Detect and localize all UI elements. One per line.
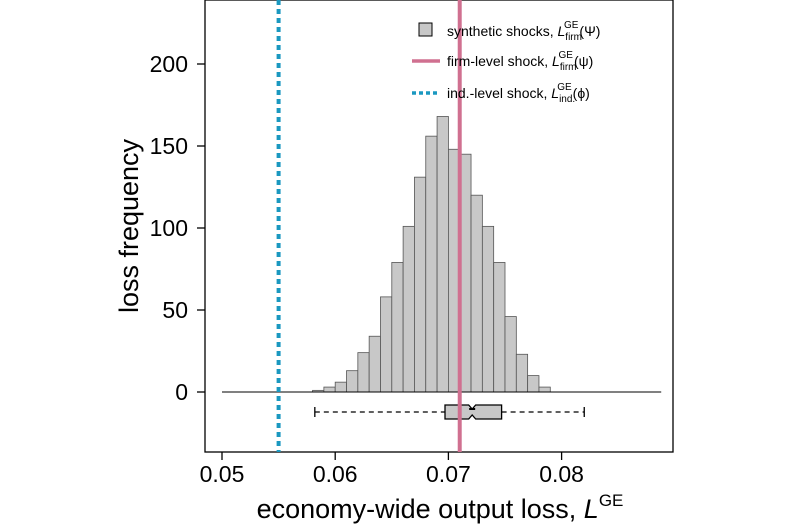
legend-arg-firm: (ψ) — [574, 53, 593, 69]
legend-sup-industry: GE — [557, 82, 572, 93]
histogram-bar — [470, 194, 483, 393]
shock-lines — [276, 0, 462, 452]
legend-sup-synthetic: GE — [564, 20, 579, 31]
legend-entry-firm: firm-level shock, LfirmGE(ψ) — [447, 50, 593, 73]
legend-label-industry: ind.-level shock, — [447, 85, 551, 101]
histogram-bar — [368, 335, 381, 393]
histogram-bar — [504, 316, 517, 393]
histogram-bar — [391, 262, 404, 393]
legend-swatch-synthetic — [418, 22, 433, 37]
y-tick-label: 150 — [150, 133, 188, 159]
y-tick-label: 100 — [150, 215, 188, 241]
histogram-bar — [436, 116, 449, 393]
x-axis-label: economy-wide output loss, LGE — [257, 491, 624, 524]
legend-var-synthetic: L — [558, 23, 566, 39]
x-tick-label: 0.06 — [313, 461, 358, 487]
plot-frame — [204, 0, 674, 453]
histogram-bar — [334, 381, 347, 393]
y-tick-label: 50 — [162, 297, 188, 323]
legend-label-firm: firm-level shock, — [447, 53, 552, 69]
x-axis-label-sup: GE — [599, 491, 624, 510]
histogram-bar — [493, 262, 506, 393]
x-tick-label: 0.08 — [539, 461, 584, 487]
x-tick-label: 0.05 — [200, 461, 245, 487]
histogram-bars — [312, 116, 551, 393]
legend-arg-industry: (ϕ) — [573, 85, 590, 101]
legend-entry-synthetic: synthetic shocks, LfirmGE(Ψ) — [447, 20, 600, 43]
legend-arg-synthetic: (Ψ) — [579, 23, 600, 39]
histogram-bar — [527, 375, 540, 393]
boxplot-box — [444, 404, 503, 420]
boxplot — [314, 404, 585, 420]
axes: 0 50 100 150 200 0.05 0.06 0.07 0.08 — [150, 51, 584, 487]
legend-sub-synthetic: firm — [565, 32, 582, 43]
legend-var-industry: L — [551, 85, 559, 101]
histogram-bar — [425, 135, 438, 393]
y-tick-label: 200 — [150, 51, 188, 77]
x-axis-label-var: L — [584, 494, 599, 524]
legend-var-firm: L — [552, 53, 560, 69]
histogram-bar — [515, 353, 529, 393]
y-axis-label: loss frequency — [114, 138, 144, 313]
x-axis-label-text: economy-wide output loss, — [257, 494, 584, 524]
legend-sub-firm: firm — [560, 62, 577, 73]
histogram-bar — [414, 176, 427, 393]
histogram-bar — [323, 386, 336, 393]
legend-sup-firm: GE — [559, 50, 574, 61]
legend: synthetic shocks, LfirmGE(Ψ) firm-level … — [412, 20, 600, 105]
legend-entry-industry: ind.-level shock, Lind.GE(ϕ) — [447, 82, 590, 105]
histogram-bar — [402, 225, 415, 393]
x-tick-label: 0.07 — [426, 461, 471, 487]
histogram-bar — [481, 225, 495, 393]
histogram-bar — [357, 352, 370, 393]
legend-sub-industry: ind. — [559, 94, 575, 105]
legend-label-synthetic: synthetic shocks, — [447, 23, 558, 39]
histogram-bar — [538, 386, 551, 393]
histogram-bar — [346, 370, 359, 393]
y-tick-label: 0 — [175, 379, 188, 405]
histogram-bar — [380, 296, 393, 393]
